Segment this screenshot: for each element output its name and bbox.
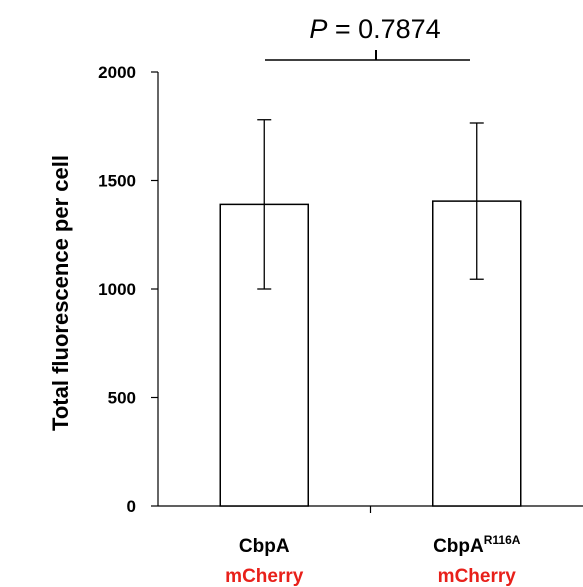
y-tick-label: 2000 [98, 63, 136, 82]
significance-annotation: P = 0.7874 [265, 14, 470, 61]
error-bars [257, 119, 484, 290]
category-label: CbpAR116A [433, 533, 521, 557]
p-value-symbol: P [309, 14, 327, 44]
y-tick-label: 1000 [98, 280, 136, 299]
bars [219, 200, 522, 507]
y-tick-label: 1500 [98, 172, 136, 191]
y-axis-ticks: 0 500 1000 1500 2000 [98, 63, 158, 516]
category-superscript: R116A [484, 533, 521, 547]
y-tick-label: 0 [127, 497, 136, 516]
y-axis-label: Total fluorescence per cell [48, 155, 73, 431]
y-tick-label: 500 [108, 389, 136, 408]
category-sublabel: mCherry [438, 566, 517, 587]
category-name: CbpA [239, 536, 290, 557]
category-name: CbpA [433, 536, 484, 557]
category-sublabel: mCherry [225, 566, 304, 587]
p-value-text: = 0.7874 [327, 14, 440, 44]
category-label: CbpA [239, 536, 290, 557]
p-value-label: P = 0.7874 [309, 14, 440, 44]
